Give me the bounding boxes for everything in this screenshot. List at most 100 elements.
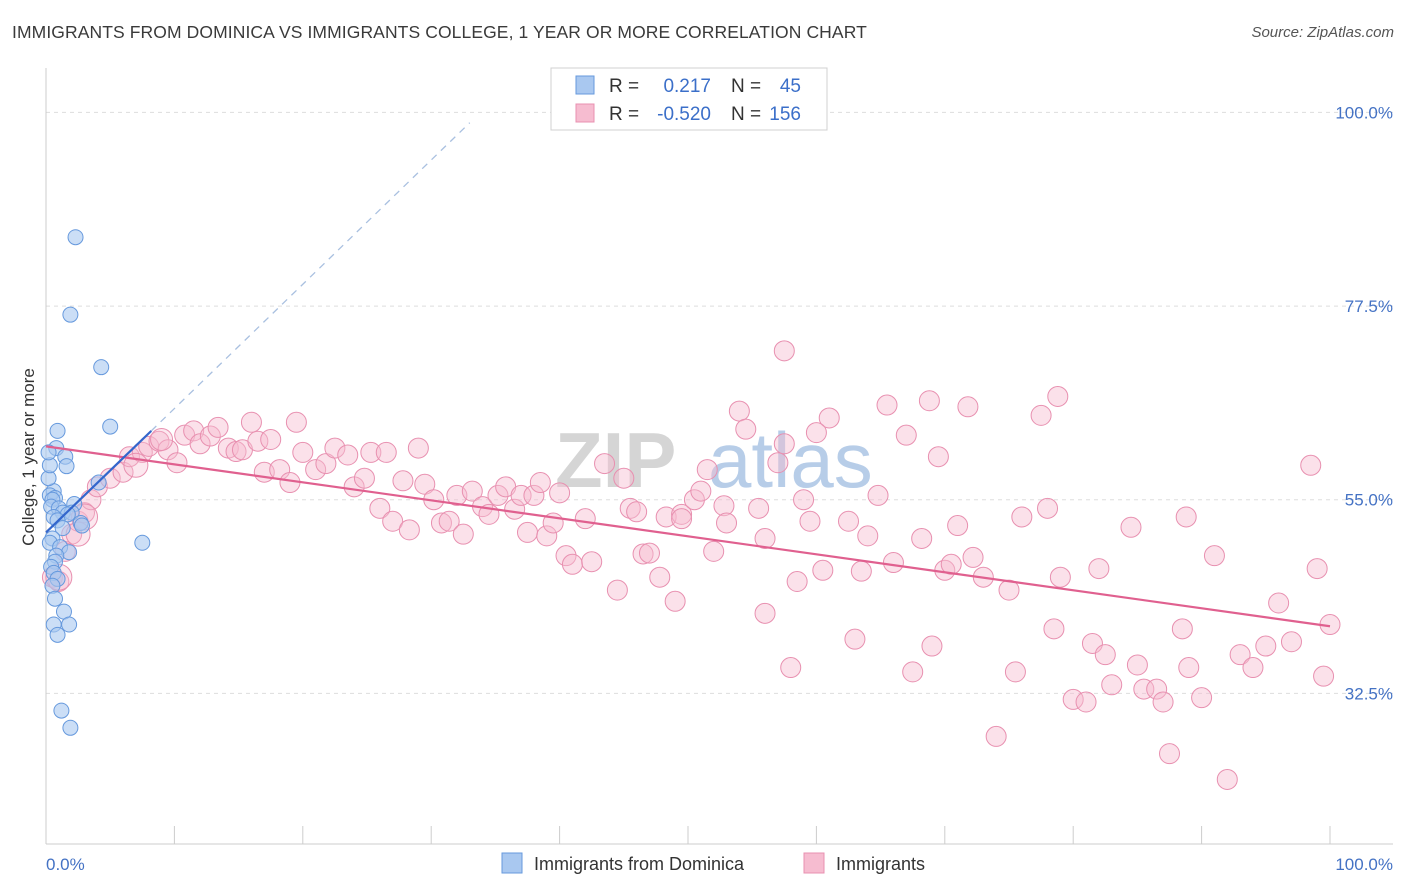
legend-r-label-1: R = xyxy=(609,76,639,97)
immigrants-point-151 xyxy=(805,422,827,444)
immigrants-point-116 xyxy=(1004,661,1026,683)
legend-n-value-2: 156 xyxy=(769,104,801,125)
immigrants-point-80 xyxy=(690,480,712,502)
dominica-point-33 xyxy=(44,577,61,594)
immigrants-point-139 xyxy=(1216,768,1238,790)
immigrants-point-11 xyxy=(131,441,153,463)
immigrants-point-144 xyxy=(1280,631,1302,653)
immigrants-point-9 xyxy=(112,461,134,483)
immigrants-point-138 xyxy=(1203,545,1225,567)
immigrants-point-87 xyxy=(754,602,776,624)
immigrants-point-107 xyxy=(921,635,943,657)
watermark-zip: ZIP xyxy=(555,416,676,504)
immigrants-point-64 xyxy=(555,545,577,567)
y-axis-label: College, 1 year or more xyxy=(19,368,38,546)
immigrants-point-127 xyxy=(1101,674,1123,696)
immigrants-point-96 xyxy=(838,510,859,532)
immigrants-point-134 xyxy=(1171,618,1193,640)
watermark-atlas: atlas xyxy=(708,416,873,504)
immigrants-point-77 xyxy=(664,590,686,612)
immigrants-point-114 xyxy=(985,725,1007,747)
immigrants-point-50 xyxy=(452,523,474,545)
immigrants-point-83 xyxy=(713,495,735,517)
immigrants-point-122 xyxy=(1062,688,1084,710)
immigrants-point-44 xyxy=(407,437,429,459)
series-immigrants-from-dominica xyxy=(40,229,151,736)
immigrants-point-118 xyxy=(1030,404,1052,426)
immigrants-point-60 xyxy=(529,472,551,494)
immigrants-point-119 xyxy=(1037,497,1059,519)
immigrants-point-86 xyxy=(748,497,770,519)
immigrants-point-149 xyxy=(773,340,795,362)
dominica-point-40 xyxy=(53,702,70,719)
y-tick-label-0: 32.5% xyxy=(1345,684,1393,703)
immigrants-point-112 xyxy=(962,546,984,568)
immigrants-point-51 xyxy=(461,480,483,502)
bottom-legend-label-2: Immigrants xyxy=(836,854,925,874)
immigrants-point-106 xyxy=(918,390,940,412)
immigrants-point-24 xyxy=(240,411,262,433)
immigrants-point-66 xyxy=(574,508,596,530)
immigrants-point-35 xyxy=(337,444,359,466)
immigrants-point-150 xyxy=(1047,385,1069,407)
immigrants-point-39 xyxy=(369,497,391,519)
legend-n-label-1: N = xyxy=(731,76,761,97)
immigrants-point-82 xyxy=(703,540,725,562)
immigrants-point-115 xyxy=(998,579,1020,601)
immigrants-point-33 xyxy=(315,453,337,475)
trend-lines xyxy=(45,122,1331,628)
immigrants-point-81 xyxy=(696,459,718,481)
immigrants-point-42 xyxy=(392,470,414,492)
immigrants-point-69 xyxy=(606,579,628,601)
immigrants-point-67 xyxy=(581,551,603,573)
immigrants-point-140 xyxy=(1229,644,1251,666)
dominica-point-39 xyxy=(49,626,66,643)
immigrants-point-101 xyxy=(876,394,898,416)
immigrants-point-130 xyxy=(1133,678,1155,700)
immigrants-point-47 xyxy=(430,512,452,534)
immigrants-point-18 xyxy=(189,433,211,455)
immigrants-point-76 xyxy=(655,506,677,528)
y-tick-label-3: 100.0% xyxy=(1335,103,1393,122)
trend-line-dominica-extension xyxy=(150,122,471,432)
immigrants-point-43 xyxy=(398,519,420,541)
immigrants-point-73 xyxy=(632,543,654,565)
immigrants-point-103 xyxy=(895,424,917,446)
immigrants-point-71 xyxy=(619,497,641,519)
chart-title: IMMIGRANTS FROM DOMINICA VS IMMIGRANTS C… xyxy=(12,22,867,42)
immigrants-point-37 xyxy=(353,467,375,489)
immigrants-point-78 xyxy=(671,503,693,525)
immigrants-point-84 xyxy=(728,400,750,422)
bottom-legend-swatch-blue xyxy=(501,852,523,874)
legend-box xyxy=(550,67,828,131)
immigrants-point-100 xyxy=(867,484,889,506)
legend-n-value-1: 45 xyxy=(780,76,801,97)
dominica-point-0 xyxy=(67,229,84,246)
immigrants-point-75 xyxy=(649,566,671,588)
y-tick-label-2: 77.5% xyxy=(1345,297,1393,316)
immigrants-point-85 xyxy=(735,418,757,440)
immigrants-point-58 xyxy=(517,521,538,543)
immigrants-point-19 xyxy=(199,425,221,447)
immigrants-point-54 xyxy=(487,484,509,506)
immigrants-point-117 xyxy=(1011,506,1033,528)
legend-r-value-2: -0.520 xyxy=(657,104,711,125)
dominica-point-3 xyxy=(102,418,119,435)
immigrants-point-79 xyxy=(683,489,705,511)
dominica-point-4 xyxy=(49,422,66,439)
immigrants-point-98 xyxy=(850,560,872,582)
immigrants-point-34 xyxy=(324,437,346,459)
immigrants-point-121 xyxy=(1049,566,1071,588)
immigrants-point-120 xyxy=(1043,618,1065,640)
immigrants-point-137 xyxy=(1191,687,1213,709)
immigrants-point-30 xyxy=(285,411,307,433)
immigrants-point-72 xyxy=(626,501,648,523)
immigrants-point-27 xyxy=(260,428,282,450)
immigrants-point-131 xyxy=(1146,678,1168,700)
immigrants-point-45 xyxy=(414,473,436,495)
trend-line-dominica xyxy=(45,430,153,534)
immigrants-point-90 xyxy=(780,657,802,679)
immigrants-point-126 xyxy=(1094,644,1116,666)
immigrants-point-38 xyxy=(360,441,382,463)
